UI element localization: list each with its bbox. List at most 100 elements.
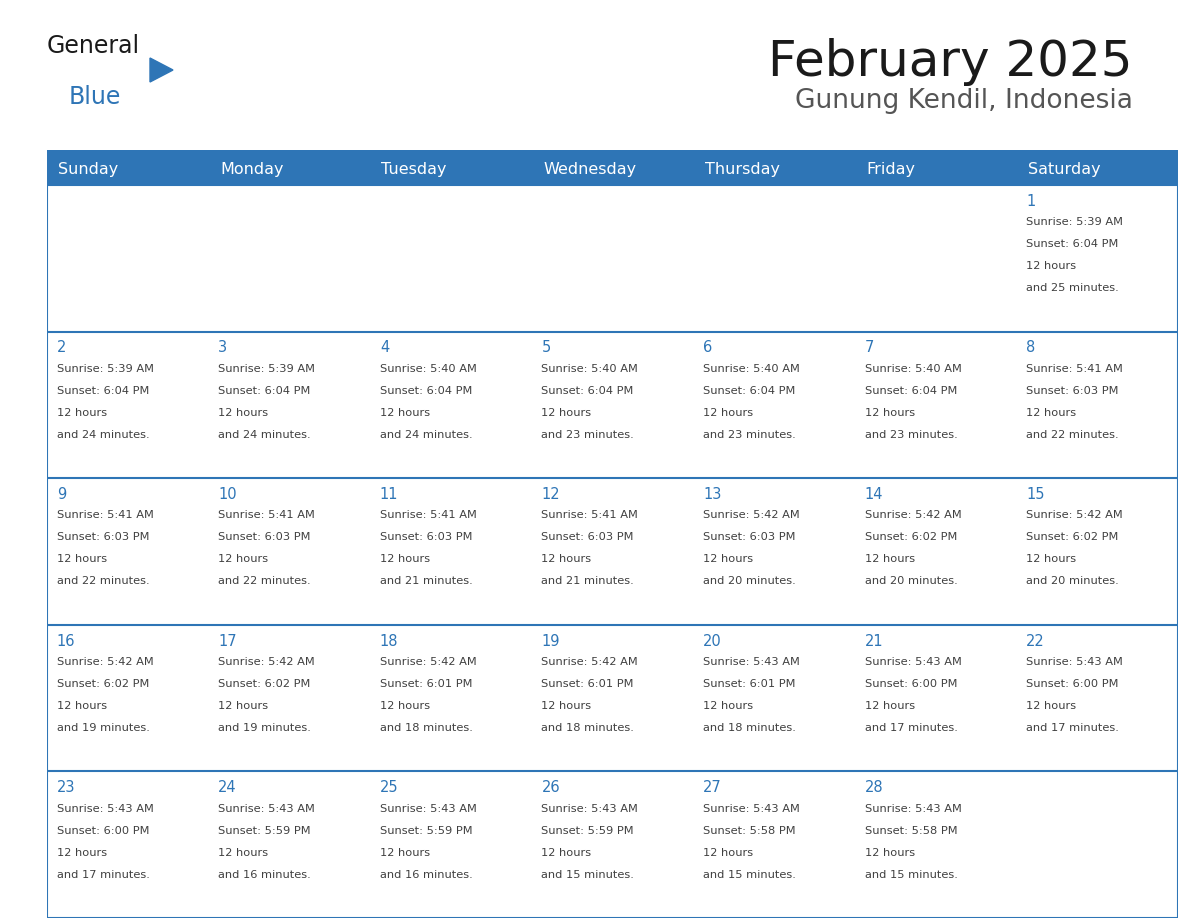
Text: 12 hours: 12 hours xyxy=(865,554,915,565)
Text: Sunset: 6:02 PM: Sunset: 6:02 PM xyxy=(1026,532,1118,543)
Text: Sunrise: 5:41 AM: Sunrise: 5:41 AM xyxy=(542,510,638,521)
Text: 12 hours: 12 hours xyxy=(1026,408,1076,418)
Text: Sunrise: 5:42 AM: Sunrise: 5:42 AM xyxy=(703,510,800,521)
Text: Sunrise: 5:41 AM: Sunrise: 5:41 AM xyxy=(57,510,153,521)
Text: Sunrise: 5:39 AM: Sunrise: 5:39 AM xyxy=(57,364,153,374)
Text: 12 hours: 12 hours xyxy=(380,847,430,857)
Text: Sunset: 6:03 PM: Sunset: 6:03 PM xyxy=(542,532,634,543)
Text: 16: 16 xyxy=(57,633,75,649)
Text: 12 hours: 12 hours xyxy=(542,554,592,565)
Text: 21: 21 xyxy=(865,633,883,649)
Text: Sunrise: 5:43 AM: Sunrise: 5:43 AM xyxy=(57,803,153,813)
Text: 27: 27 xyxy=(703,780,722,795)
Text: Sunset: 6:01 PM: Sunset: 6:01 PM xyxy=(542,679,634,689)
Text: Sunrise: 5:39 AM: Sunrise: 5:39 AM xyxy=(219,364,315,374)
Text: and 18 minutes.: and 18 minutes. xyxy=(380,723,473,733)
Text: 19: 19 xyxy=(542,633,560,649)
Text: Sunset: 5:59 PM: Sunset: 5:59 PM xyxy=(219,825,311,835)
Text: Thursday: Thursday xyxy=(704,162,779,177)
Text: 14: 14 xyxy=(865,487,883,502)
Text: and 21 minutes.: and 21 minutes. xyxy=(542,577,634,587)
Text: General: General xyxy=(48,34,140,58)
Text: 12 hours: 12 hours xyxy=(219,847,268,857)
Text: 12 hours: 12 hours xyxy=(542,408,592,418)
Text: and 25 minutes.: and 25 minutes. xyxy=(1026,284,1119,293)
Text: Sunrise: 5:39 AM: Sunrise: 5:39 AM xyxy=(1026,218,1123,228)
Text: Sunset: 6:04 PM: Sunset: 6:04 PM xyxy=(380,386,472,396)
Text: Sunrise: 5:40 AM: Sunrise: 5:40 AM xyxy=(703,364,800,374)
Text: Sunset: 6:01 PM: Sunset: 6:01 PM xyxy=(703,679,796,689)
Text: Sunrise: 5:43 AM: Sunrise: 5:43 AM xyxy=(542,803,638,813)
Text: Sunset: 5:58 PM: Sunset: 5:58 PM xyxy=(865,825,958,835)
Text: 12 hours: 12 hours xyxy=(219,408,268,418)
Text: Sunset: 5:58 PM: Sunset: 5:58 PM xyxy=(703,825,796,835)
Text: Saturday: Saturday xyxy=(1028,162,1100,177)
Text: Blue: Blue xyxy=(69,85,121,109)
Text: 6: 6 xyxy=(703,341,713,355)
Text: 12 hours: 12 hours xyxy=(542,847,592,857)
Text: Sunset: 6:03 PM: Sunset: 6:03 PM xyxy=(380,532,473,543)
Text: 12 hours: 12 hours xyxy=(1026,701,1076,711)
Text: and 23 minutes.: and 23 minutes. xyxy=(865,430,958,440)
Text: Sunrise: 5:41 AM: Sunrise: 5:41 AM xyxy=(219,510,315,521)
Text: Sunrise: 5:40 AM: Sunrise: 5:40 AM xyxy=(865,364,961,374)
Text: 12 hours: 12 hours xyxy=(219,554,268,565)
Text: Gunung Kendil, Indonesia: Gunung Kendil, Indonesia xyxy=(795,88,1133,114)
Text: Sunset: 6:00 PM: Sunset: 6:00 PM xyxy=(865,679,958,689)
Text: 12 hours: 12 hours xyxy=(1026,262,1076,271)
Text: and 20 minutes.: and 20 minutes. xyxy=(865,577,958,587)
Text: 13: 13 xyxy=(703,487,721,502)
Text: 12 hours: 12 hours xyxy=(865,408,915,418)
Text: Tuesday: Tuesday xyxy=(381,162,447,177)
Text: 25: 25 xyxy=(380,780,398,795)
Text: and 18 minutes.: and 18 minutes. xyxy=(542,723,634,733)
Text: 1: 1 xyxy=(1026,194,1036,208)
Text: 12 hours: 12 hours xyxy=(703,554,753,565)
Text: Sunset: 6:03 PM: Sunset: 6:03 PM xyxy=(1026,386,1119,396)
Text: Sunset: 5:59 PM: Sunset: 5:59 PM xyxy=(380,825,473,835)
Text: 12 hours: 12 hours xyxy=(380,701,430,711)
Text: 12 hours: 12 hours xyxy=(703,408,753,418)
Text: Sunrise: 5:42 AM: Sunrise: 5:42 AM xyxy=(1026,510,1123,521)
Text: 12: 12 xyxy=(542,487,560,502)
Text: Sunrise: 5:42 AM: Sunrise: 5:42 AM xyxy=(380,657,476,667)
Text: Sunset: 6:03 PM: Sunset: 6:03 PM xyxy=(219,532,311,543)
Text: and 24 minutes.: and 24 minutes. xyxy=(380,430,473,440)
Text: and 21 minutes.: and 21 minutes. xyxy=(380,577,473,587)
Text: and 16 minutes.: and 16 minutes. xyxy=(219,869,311,879)
Text: Sunset: 6:04 PM: Sunset: 6:04 PM xyxy=(1026,240,1118,250)
Text: and 22 minutes.: and 22 minutes. xyxy=(1026,430,1119,440)
Text: Friday: Friday xyxy=(866,162,915,177)
Text: and 23 minutes.: and 23 minutes. xyxy=(542,430,634,440)
Text: and 20 minutes.: and 20 minutes. xyxy=(1026,577,1119,587)
Text: 20: 20 xyxy=(703,633,722,649)
Text: 26: 26 xyxy=(542,780,560,795)
Text: Sunrise: 5:43 AM: Sunrise: 5:43 AM xyxy=(219,803,315,813)
Text: 18: 18 xyxy=(380,633,398,649)
Text: and 19 minutes.: and 19 minutes. xyxy=(219,723,311,733)
Text: Sunrise: 5:43 AM: Sunrise: 5:43 AM xyxy=(380,803,476,813)
Text: Sunrise: 5:43 AM: Sunrise: 5:43 AM xyxy=(865,803,961,813)
Text: Sunset: 6:02 PM: Sunset: 6:02 PM xyxy=(219,679,310,689)
Text: Sunrise: 5:42 AM: Sunrise: 5:42 AM xyxy=(57,657,153,667)
Text: Sunset: 6:00 PM: Sunset: 6:00 PM xyxy=(1026,679,1119,689)
Text: 23: 23 xyxy=(57,780,75,795)
Text: 28: 28 xyxy=(865,780,883,795)
Text: 22: 22 xyxy=(1026,633,1045,649)
Text: Sunrise: 5:42 AM: Sunrise: 5:42 AM xyxy=(542,657,638,667)
Text: Sunset: 6:00 PM: Sunset: 6:00 PM xyxy=(57,825,150,835)
Text: 12 hours: 12 hours xyxy=(703,701,753,711)
Text: and 17 minutes.: and 17 minutes. xyxy=(57,869,150,879)
Text: Sunrise: 5:43 AM: Sunrise: 5:43 AM xyxy=(703,803,800,813)
Polygon shape xyxy=(150,58,173,82)
Text: Sunset: 5:59 PM: Sunset: 5:59 PM xyxy=(542,825,634,835)
Text: Sunset: 6:03 PM: Sunset: 6:03 PM xyxy=(703,532,796,543)
Text: 8: 8 xyxy=(1026,341,1036,355)
Text: 12 hours: 12 hours xyxy=(1026,554,1076,565)
Text: Sunday: Sunday xyxy=(58,162,119,177)
Text: 7: 7 xyxy=(865,341,874,355)
Text: Sunrise: 5:41 AM: Sunrise: 5:41 AM xyxy=(380,510,476,521)
Text: 9: 9 xyxy=(57,487,67,502)
Text: Monday: Monday xyxy=(220,162,284,177)
Text: 12 hours: 12 hours xyxy=(703,847,753,857)
